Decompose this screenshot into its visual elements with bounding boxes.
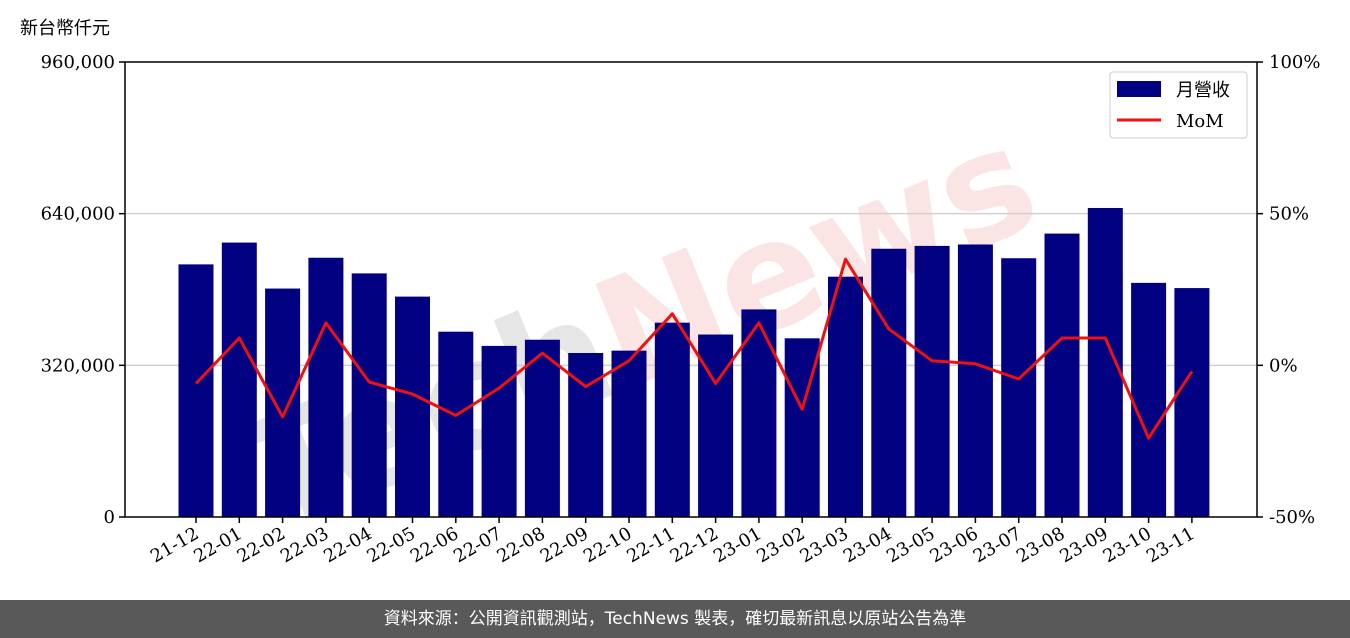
- right-tick-label: -50%: [1269, 507, 1315, 528]
- bar-23-08: [1044, 233, 1080, 517]
- bar-23-11: [1174, 288, 1210, 517]
- x-tick-label: 22-06: [407, 523, 462, 567]
- plot-frame: [124, 61, 1258, 518]
- mom-line: [194, 257, 1194, 440]
- x-tick-label: 23-02: [753, 523, 808, 567]
- left-tick-label: 0: [104, 507, 115, 528]
- bar-22-07: [481, 345, 517, 517]
- bar-23-03: [828, 276, 863, 517]
- x-tick-label: 22-08: [493, 523, 548, 567]
- right-tick-label: 0%: [1269, 355, 1298, 376]
- right-tick-label: 50%: [1269, 204, 1309, 225]
- x-tick-label: 23-10: [1100, 523, 1155, 567]
- x-tick-label: 23-06: [926, 523, 981, 567]
- x-tick-label: 23-05: [883, 523, 938, 567]
- x-tick-label: 23-07: [970, 523, 1025, 567]
- legend: 月營收 MoM: [1109, 71, 1248, 139]
- bar-21-12: [178, 264, 214, 517]
- bar-23-05: [914, 245, 950, 518]
- x-tick-label: 22-02: [234, 523, 289, 567]
- source-footer: 資料來源：公開資訊觀測站，TechNews 製表，確切最新訊息以原站公告為準: [0, 600, 1350, 638]
- y-axis-unit-label: 新台幣仟元: [20, 18, 110, 39]
- x-tick-label: 22-11: [623, 523, 678, 567]
- legend-label-mom: MoM: [1176, 111, 1224, 132]
- right-y-axis: -50% 0% 50% 100%: [1257, 52, 1320, 528]
- bar-23-07: [1001, 258, 1037, 517]
- mom-series: [194, 257, 1194, 440]
- legend-bar-swatch: [1117, 81, 1161, 97]
- x-tick-label: 23-04: [840, 523, 895, 567]
- bar-22-04: [351, 273, 387, 517]
- bar-23-09: [1087, 207, 1123, 517]
- bar-22-08: [524, 339, 560, 517]
- x-tick-label: 22-10: [580, 523, 635, 567]
- left-tick-label: 960,000: [41, 52, 115, 73]
- x-tick-label: 23-09: [1056, 523, 1111, 567]
- x-tick-label: 22-01: [190, 523, 245, 567]
- bar-22-10: [611, 350, 647, 517]
- x-tick-label: 22-09: [537, 523, 592, 567]
- bar-22-11: [654, 322, 690, 517]
- legend-label-revenue: 月營收: [1176, 80, 1230, 101]
- bar-22-06: [438, 331, 474, 517]
- x-tick-label: 23-03: [797, 523, 852, 567]
- x-tick-label: 23-01: [710, 523, 765, 567]
- bar-22-03: [308, 257, 344, 517]
- bar-22-01: [221, 242, 257, 517]
- bar-22-05: [395, 296, 430, 517]
- x-tick-label: 23-11: [1143, 523, 1198, 567]
- x-tick-label: 23-08: [1013, 523, 1068, 567]
- left-y-axis: 0 320,000 640,000 960,000: [41, 52, 125, 528]
- bar-22-02: [265, 288, 301, 517]
- x-tick-label: 22-07: [450, 523, 505, 567]
- left-tick-label: 640,000: [41, 204, 115, 225]
- bar-23-04: [871, 248, 907, 518]
- right-tick-label: 100%: [1269, 52, 1320, 73]
- x-tick-label: 21-12: [147, 523, 202, 567]
- left-tick-label: 320,000: [41, 355, 115, 376]
- bar-23-06: [957, 244, 993, 518]
- bar-23-10: [1131, 282, 1167, 517]
- x-tick-label: 22-12: [667, 523, 722, 567]
